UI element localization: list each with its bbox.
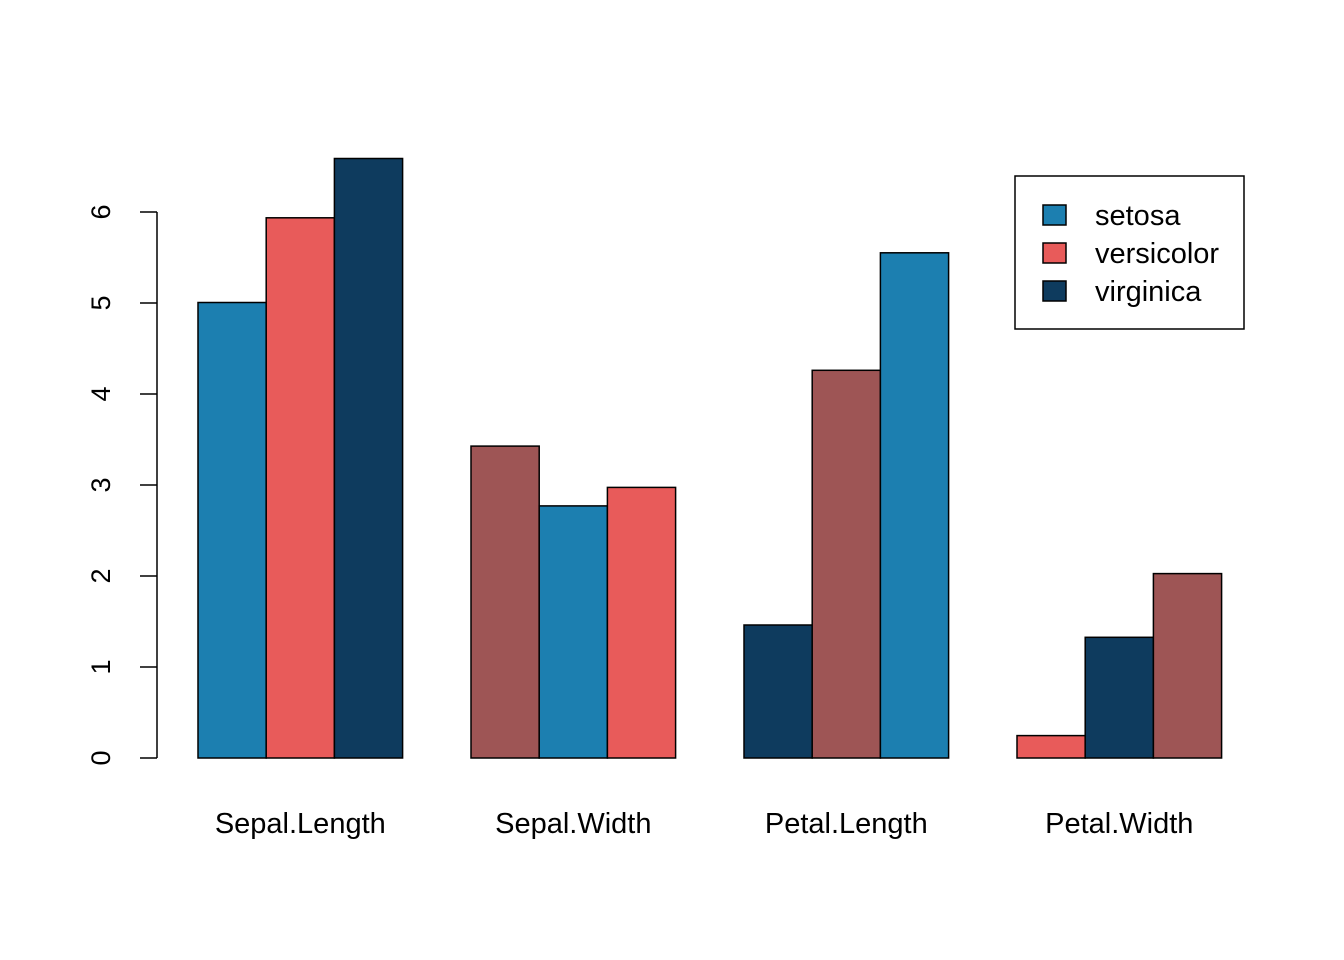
bar-sepal-width-2 [538,505,609,759]
bar-petal-width-3 [1152,572,1223,759]
legend-label-versicolor: versicolor [1095,238,1219,270]
legend-swatch-setosa [1042,204,1067,226]
bar-petal-width-1 [1016,734,1086,759]
bar-petal-width-2 [1084,636,1155,759]
bar-sepal-length-1 [197,301,267,759]
legend-label-virginica: virginica [1095,276,1202,308]
legend-swatch-virginica [1042,280,1067,302]
bar-petal-length-2 [811,369,882,759]
bar-petal-length-1 [743,624,813,759]
bar-sepal-width-3 [606,486,677,759]
legend-label-setosa: setosa [1095,200,1181,232]
legend-swatch-versicolor [1042,242,1067,264]
y-tick-label: 5 [86,295,116,310]
legend: setosa versicolor virginica [1014,175,1245,330]
y-axis: 0 1 2 3 4 5 6 [86,204,158,766]
y-tick-label: 2 [86,568,116,583]
bar-petal-length-3 [879,252,950,759]
y-tick-label: 3 [86,477,116,492]
bars-layer [197,157,1223,759]
x-axis-labels: Sepal.Length Sepal.Width Petal.Length Petal… [215,808,1194,840]
category-label-petal-width: Petal.Width [1045,808,1193,840]
y-tick-label: 6 [86,204,116,219]
y-tick-label: 1 [86,659,116,674]
y-tick-label: 0 [86,750,116,765]
bar-sepal-length-3 [333,157,404,759]
y-tick-label: 4 [86,386,116,401]
category-label-petal-length: Petal.Length [765,808,928,840]
bar-sepal-length-2 [265,217,336,759]
category-label-sepal-length: Sepal.Length [215,808,386,840]
bar-sepal-width-1 [470,445,540,759]
category-label-sepal-width: Sepal.Width [495,808,651,840]
